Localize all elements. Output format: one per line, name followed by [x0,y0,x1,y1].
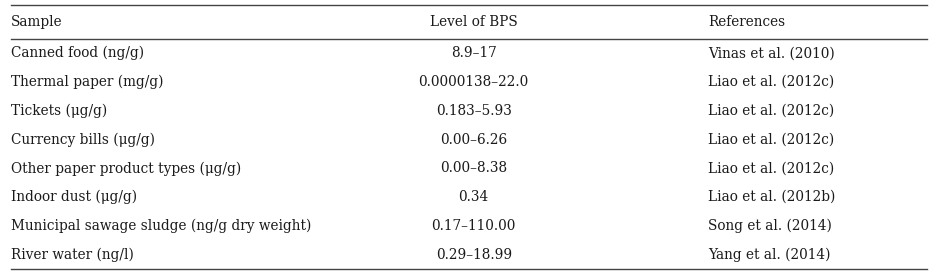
Text: Liao et al. (2012b): Liao et al. (2012b) [708,190,836,204]
Text: 0.00–8.38: 0.00–8.38 [440,161,507,175]
Text: References: References [708,15,785,29]
Text: 8.9–17: 8.9–17 [451,46,496,60]
Text: Liao et al. (2012c): Liao et al. (2012c) [708,75,835,89]
Text: 0.17–110.00: 0.17–110.00 [431,219,516,233]
Text: Tickets (μg/g): Tickets (μg/g) [11,104,108,118]
Text: Thermal paper (mg/g): Thermal paper (mg/g) [11,75,164,89]
Text: Currency bills (μg/g): Currency bills (μg/g) [11,132,156,147]
Text: 0.183–5.93: 0.183–5.93 [436,104,511,118]
Text: 0.29–18.99: 0.29–18.99 [435,248,512,262]
Text: Yang et al. (2014): Yang et al. (2014) [708,247,831,262]
Text: River water (ng/l): River water (ng/l) [11,247,134,262]
Text: Municipal sawage sludge (ng/g dry weight): Municipal sawage sludge (ng/g dry weight… [11,219,311,233]
Text: 0.0000138–22.0: 0.0000138–22.0 [418,75,529,89]
Text: 0.00–6.26: 0.00–6.26 [440,133,507,147]
Text: Song et al. (2014): Song et al. (2014) [708,219,832,233]
Text: Level of BPS: Level of BPS [430,15,518,29]
Text: Vinas et al. (2010): Vinas et al. (2010) [708,46,835,60]
Text: Liao et al. (2012c): Liao et al. (2012c) [708,133,835,147]
Text: Indoor dust (μg/g): Indoor dust (μg/g) [11,190,137,204]
Text: Other paper product types (μg/g): Other paper product types (μg/g) [11,161,241,176]
Text: Liao et al. (2012c): Liao et al. (2012c) [708,161,835,175]
Text: Liao et al. (2012c): Liao et al. (2012c) [708,104,835,118]
Text: 0.34: 0.34 [459,190,489,204]
Text: Canned food (ng/g): Canned food (ng/g) [11,46,144,61]
Text: Sample: Sample [11,15,63,29]
